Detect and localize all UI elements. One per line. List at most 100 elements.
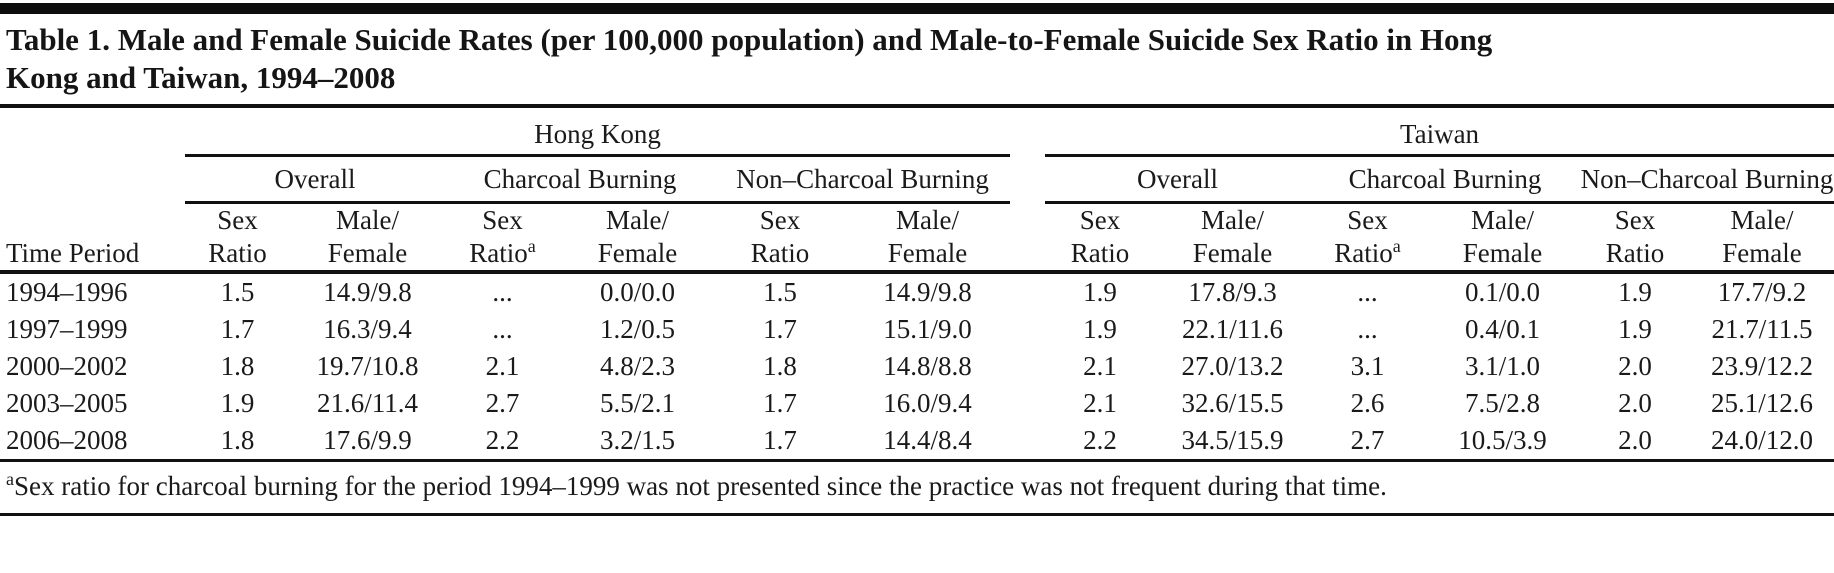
column-header-hk-overall-male-female: Male/Female	[290, 202, 445, 274]
table-row-2003-2005: 2003–2005 1.9 21.6/11.4 2.7 5.5/2.1 1.7 …	[0, 385, 1834, 422]
data-cell: 4.8/2.3	[599, 351, 675, 381]
data-cell: 16.0/9.4	[883, 388, 972, 418]
column-gap-spacer	[1010, 311, 1045, 348]
data-cell: 1.9	[1618, 277, 1652, 307]
data-cell: 1.7	[220, 314, 255, 344]
data-cell: 0.1/0.0	[1464, 277, 1540, 307]
table-title: Table 1. Male and Female Suicide Rates (…	[0, 14, 1834, 104]
column-header-hk-charcoal-male-female: Male/Female	[560, 202, 715, 274]
sub-header-row: Time Period Sex Ratio Male/Female Sex Rati…	[0, 202, 1834, 274]
column-header-tw-charcoal-sex-ratio: Sex Ratioa	[1310, 202, 1425, 274]
data-cell: 34.5/15.9	[1155, 422, 1310, 462]
group-header-row: Overall Charcoal Burning Non–Charcoal Bu…	[0, 155, 1834, 204]
column-header-tw-charcoal-male-female: Male/Female	[1425, 202, 1580, 274]
column-header-tw-overall-male-female: Male/Female	[1155, 202, 1310, 274]
data-cell: 23.9/12.2	[1711, 351, 1814, 381]
data-cell: 32.6/15.5	[1181, 388, 1284, 418]
column-gap-spacer	[1010, 385, 1045, 422]
data-cell: 2.7	[1310, 422, 1425, 462]
data-cell: 0.0/0.0	[599, 277, 675, 307]
column-gap-spacer	[1010, 422, 1045, 462]
data-cell: 27.0/13.2	[1181, 351, 1284, 381]
data-cell: 1.9	[1083, 314, 1117, 344]
footnote-marker: a	[527, 236, 536, 256]
table-row-2000-2002: 2000–2002 1.8 19.7/10.8 2.1 4.8/2.3 1.8 …	[0, 348, 1834, 385]
group-header-tw-overall: Overall	[1045, 155, 1310, 204]
data-cell: 2.7	[485, 388, 520, 418]
data-cell: 21.7/11.5	[1711, 314, 1813, 344]
column-header-hk-non-charcoal-sex-ratio: Sex Ratio	[715, 202, 845, 274]
period-cell: 2003–2005	[6, 388, 128, 418]
data-cell: 1.7	[763, 388, 797, 418]
data-cell: 2.0	[1618, 388, 1652, 418]
column-gap-spacer	[1010, 202, 1045, 274]
data-cell: 22.1/11.6	[1182, 314, 1283, 344]
column-header-tw-non-charcoal-male-female: Male/Female	[1690, 202, 1834, 274]
data-cell: 7.5/2.8	[1464, 388, 1540, 418]
data-cell: 1.5	[763, 277, 797, 307]
data-cell: 2.2	[1045, 422, 1155, 462]
data-cell: 2.2	[445, 422, 560, 462]
data-cell: 3.2/1.5	[560, 422, 715, 462]
column-header-tw-overall-sex-ratio: Sex Ratio	[1045, 202, 1155, 274]
data-cell: 24.0/12.0	[1690, 422, 1834, 462]
data-cell: ...	[492, 277, 513, 307]
region-header-row: Hong Kong Taiwan	[0, 106, 1834, 157]
data-cell: 2.0	[1580, 422, 1690, 462]
data-cell: 1.9	[220, 388, 255, 418]
data-cell: 19.7/10.8	[316, 351, 419, 381]
data-cell: 2.1	[1083, 351, 1117, 381]
data-cell: 2.1	[485, 351, 520, 381]
footnote-text: Sex ratio for charcoal burning for the p…	[14, 471, 1387, 501]
data-cell: 1.7	[763, 314, 797, 344]
data-cell: 1.8	[220, 351, 255, 381]
data-cell: 1.9	[1618, 314, 1652, 344]
data-cell: 3.1	[1350, 351, 1385, 381]
period-cell: 1994–1996	[6, 277, 128, 307]
data-cell: 14.9/9.8	[323, 277, 412, 307]
data-cell: 16.3/9.4	[323, 314, 412, 344]
data-cell: 5.5/2.1	[599, 388, 675, 418]
period-cell: 2000–2002	[6, 351, 128, 381]
table-footnote: aSex ratio for charcoal burning for the …	[0, 462, 1834, 516]
column-gap-spacer	[1010, 156, 1045, 203]
data-cell: 1.2/0.5	[599, 314, 675, 344]
region-header-taiwan: Taiwan	[1045, 106, 1834, 157]
data-cell: 1.5	[220, 277, 255, 307]
column-gap-spacer	[1010, 348, 1045, 385]
table-title-line-1: Table 1. Male and Female Suicide Rates (…	[6, 22, 1493, 57]
data-cell: ...	[1357, 314, 1378, 344]
data-cell: 1.8	[185, 422, 290, 462]
data-cell: 14.4/8.4	[845, 422, 1010, 462]
table-row-1997-1999: 1997–1999 1.7 16.3/9.4 ... 1.2/0.5 1.7 1…	[0, 311, 1834, 348]
column-header-tw-non-charcoal-sex-ratio: Sex Ratio	[1580, 202, 1690, 274]
table-row-2006-2008: 2006–2008 1.8 17.6/9.9 2.2 3.2/1.5 1.7 1…	[0, 422, 1834, 462]
data-cell: 2.1	[1083, 388, 1117, 418]
column-gap-spacer	[1010, 272, 1045, 311]
data-cell: ...	[492, 314, 513, 344]
column-header-hk-non-charcoal-male-female: Male/Female	[845, 202, 1010, 274]
data-cell: 25.1/12.6	[1711, 388, 1814, 418]
data-cell: 17.7/9.2	[1717, 277, 1807, 307]
top-rule-bar	[0, 3, 1834, 14]
suicide-rates-table: Hong Kong Taiwan Overall Charcoal Burnin…	[0, 104, 1834, 462]
corner-cell	[0, 106, 185, 156]
column-gap-spacer	[1010, 106, 1045, 156]
period-cell: 1997–1999	[6, 314, 128, 344]
data-cell: 21.6/11.4	[317, 388, 418, 418]
column-header-hk-overall-sex-ratio: Sex Ratio	[185, 202, 290, 274]
data-cell: 14.9/9.8	[883, 277, 972, 307]
data-cell: 0.4/0.1	[1464, 314, 1540, 344]
table-row-1994-1996: 1994–1996 1.5 14.9/9.8 ... 0.0/0.0 1.5 1…	[0, 272, 1834, 311]
data-cell: 1.7	[715, 422, 845, 462]
group-header-tw-charcoal: Charcoal Burning	[1310, 155, 1580, 204]
column-header-hk-charcoal-sex-ratio: Sex Ratioa	[445, 202, 560, 274]
data-cell: ...	[1357, 277, 1378, 307]
group-header-hk-non-charcoal: Non–Charcoal Burning	[715, 155, 1010, 204]
group-header-tw-non-charcoal: Non–Charcoal Burning	[1580, 155, 1834, 204]
column-header-time-period: Time Period	[0, 202, 185, 274]
data-cell: 10.5/3.9	[1425, 422, 1580, 462]
group-header-hk-overall: Overall	[185, 155, 445, 204]
data-cell: 1.9	[1083, 277, 1117, 307]
